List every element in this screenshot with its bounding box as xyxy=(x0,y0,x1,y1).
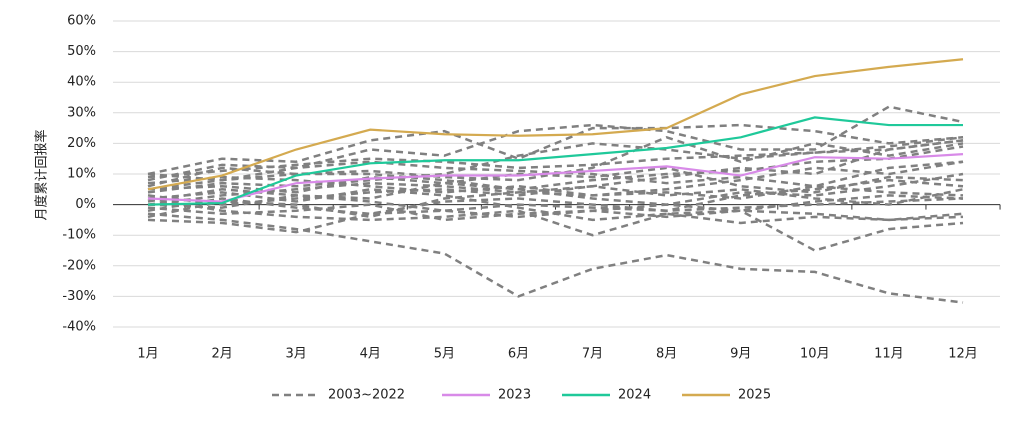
x-tick-label: 5月 xyxy=(434,347,455,362)
series-line xyxy=(147,166,964,203)
x-tick-label: 6月 xyxy=(508,347,529,362)
series-line xyxy=(147,145,964,194)
x-tick-label: 9月 xyxy=(730,347,751,362)
y-tick-label: 10% xyxy=(67,167,96,182)
series-line xyxy=(147,203,964,222)
y-tick-label: -10% xyxy=(62,228,96,243)
y-tick-label: 50% xyxy=(67,44,96,59)
y-axis-label: 月度累计回报率 xyxy=(34,129,50,220)
x-tick-label: 7月 xyxy=(582,347,603,362)
y-tick-label: 60% xyxy=(67,14,96,29)
y-tick-label: -20% xyxy=(62,258,96,273)
series-line xyxy=(147,136,964,179)
legend-label: 2003~2022 xyxy=(328,388,405,403)
x-tick-label: 11月 xyxy=(874,347,904,362)
legend-label: 2024 xyxy=(618,388,651,403)
series-line xyxy=(147,153,964,203)
x-tick-label: 12月 xyxy=(948,347,978,362)
y-tick-label: 30% xyxy=(67,105,96,120)
series-line xyxy=(147,178,964,216)
series-line xyxy=(147,172,964,219)
series-line xyxy=(147,58,964,191)
series-line xyxy=(147,123,964,176)
x-tick-label: 3月 xyxy=(286,347,307,362)
legend-label: 2025 xyxy=(738,388,771,403)
y-tick-label: -40% xyxy=(62,320,96,335)
y-tick-label: 20% xyxy=(67,136,96,151)
x-tick-label: 1月 xyxy=(137,347,158,362)
series-line xyxy=(147,197,964,234)
x-tick-label: 10月 xyxy=(800,347,830,362)
series-line xyxy=(147,116,963,206)
y-tick-label: -30% xyxy=(62,289,96,304)
series-line xyxy=(147,197,964,237)
y-tick-label: 0% xyxy=(75,197,96,212)
series-line xyxy=(147,212,964,304)
series-line xyxy=(147,105,964,182)
legend-label: 2023 xyxy=(498,388,531,403)
x-tick-label: 8月 xyxy=(656,347,677,362)
y-tick-label: 40% xyxy=(67,75,96,90)
x-tick-label: 4月 xyxy=(360,347,381,362)
x-tick-label: 2月 xyxy=(211,347,232,362)
